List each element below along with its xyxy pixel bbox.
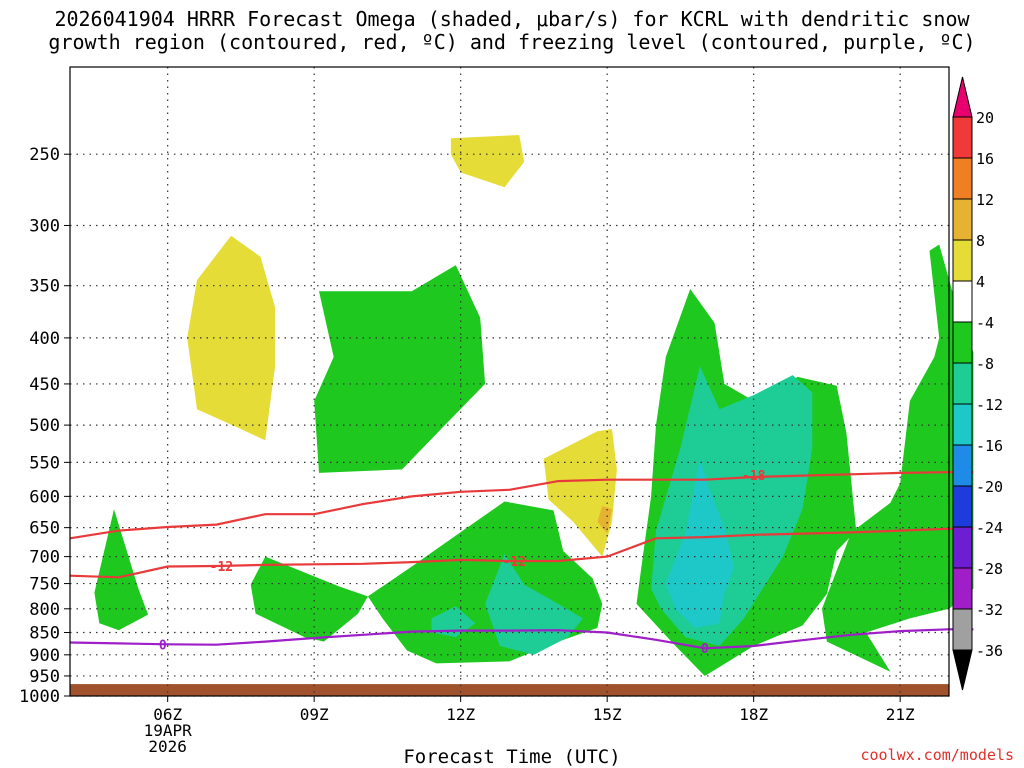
colorbar-label-1: 16 [976,150,994,168]
colorbar-label-11: -28 [976,560,1003,578]
contour-label-1: -12 [210,560,233,575]
colorbar-bin-7 [952,403,973,446]
x-tick-label-06Z: 06Z [153,705,182,724]
colorbar-label-2: 12 [976,191,994,209]
y-tick-label-300: 300 [29,216,60,236]
omega-region-1 [187,235,276,441]
y-tick-label-400: 400 [29,329,60,349]
colorbar-label-4: 4 [976,273,985,291]
colorbar-top-arrow [952,76,973,118]
ground-layer [70,684,949,696]
colorbar-label-13: -36 [976,642,1003,660]
colorbar-label-6: -8 [976,355,994,373]
colorbar-label-9: -20 [976,478,1003,496]
contour-label-2: -12 [503,555,526,570]
y-tick-label-850: 850 [29,623,60,643]
y-tick-label-550: 550 [29,453,60,473]
y-tick-label-750: 750 [29,575,60,595]
colorbar-bin-3 [952,239,973,282]
contour-line-1 [69,527,974,579]
plot-frame [69,66,950,697]
colorbar-bin-10 [952,526,973,569]
colorbar-bin-6 [952,362,973,405]
y-tick-label-1000: 1000 [19,687,60,707]
y-tick-label-350: 350 [29,277,60,297]
omega-region-5 [94,509,149,631]
credit-link[interactable]: coolwx.com/models [860,746,1014,764]
colorbar-bin-1 [952,157,973,200]
omega-region-3 [597,506,612,534]
colorbar-bin-0 [952,116,973,159]
x-year-label: 2026 [148,737,187,756]
colorbar-label-7: -12 [976,396,1003,414]
omega-region-2 [543,429,617,557]
y-tick-label-700: 700 [29,548,60,568]
colorbar-bin-2 [952,198,973,241]
y-tick-label-900: 900 [29,646,60,666]
colorbar-bin-8 [952,444,973,487]
colorbar-label-10: -24 [976,519,1003,537]
colorbar-label-12: -32 [976,601,1003,619]
x-tick-label-21Z: 21Z [886,705,915,724]
colorbar-bin-5 [952,321,973,364]
contour-label-0: -18 [742,469,766,484]
y-tick-label-250: 250 [29,145,60,165]
y-tick-label-600: 600 [29,487,60,507]
colorbar-bottom-arrow [952,649,973,691]
title-line-2: growth region (contoured, red, ºC) and f… [48,30,976,54]
colorbar-bin-11 [952,567,973,610]
chart-title: 2026041904 HRRR Forecast Omega (shaded, … [0,8,1024,54]
x-tick-label-09Z: 09Z [300,705,329,724]
colorbar-label-3: 8 [976,232,985,250]
colorbar-label-5: -4 [976,314,994,332]
colorbar-bin-12 [952,608,973,651]
colorbar-label-0: 20 [976,109,994,127]
x-tick-label-15Z: 15Z [593,705,622,724]
omega-region-6 [250,556,368,642]
omega-region-0 [450,135,525,188]
y-tick-label-800: 800 [29,600,60,620]
y-tick-label-450: 450 [29,375,60,395]
y-tick-label-950: 950 [29,667,60,687]
title-line-1: 2026041904 HRRR Forecast Omega (shaded, … [54,7,970,31]
colorbar-bin-4 [952,280,973,323]
y-tick-label-650: 650 [29,519,60,539]
x-date-label: 19APR [144,721,193,740]
contour-label-4: 0 [701,642,709,657]
x-tick-label-12Z: 12Z [446,705,475,724]
colorbar-label-8: -16 [976,437,1003,455]
omega-region-4 [314,265,486,473]
colorbar-bin-9 [952,485,973,528]
contour-label-3: 0 [159,639,167,654]
omega-region-11 [431,606,476,638]
x-tick-label-18Z: 18Z [739,705,768,724]
contour-line-2 [69,628,974,650]
y-tick-label-500: 500 [29,416,60,436]
x-axis-title: Forecast Time (UTC) [403,746,621,768]
omega-region-13 [665,458,735,628]
omega-region-9 [822,244,974,672]
contour-line-0 [69,471,974,540]
